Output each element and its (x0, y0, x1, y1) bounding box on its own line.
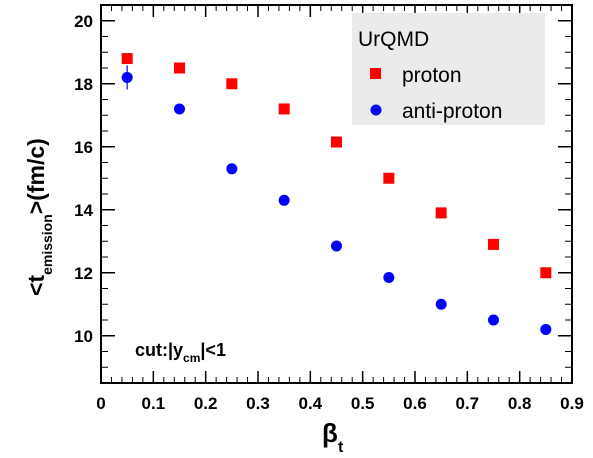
anti-proton-point (278, 194, 290, 206)
legend-label-anti-proton: anti-proton (402, 100, 502, 123)
cut-annotation: cut:|ycm|<1 (135, 340, 226, 365)
anti-proton-point (435, 298, 447, 310)
legend-label-proton: proton (402, 64, 462, 87)
proton-point (488, 238, 499, 250)
anti-proton-point (121, 71, 133, 83)
x-axis-label-sub: t (338, 439, 344, 456)
x-tick-label: 0.5 (351, 394, 375, 413)
x-axis-label-main: β (322, 418, 338, 448)
series-anti-proton (121, 65, 552, 335)
legend: UrQMD proton anti-proton (352, 13, 545, 125)
legend-title: UrQMD (358, 28, 429, 51)
legend-marker-anti-proton (370, 104, 382, 116)
x-tick-label: 0.4 (299, 394, 323, 413)
anti-proton-point (540, 323, 552, 335)
series-proton (121, 53, 552, 279)
y-axis-label: <temission>(fm/c) (23, 138, 55, 296)
y-tick-label: 12 (74, 264, 93, 283)
legend-marker-proton (370, 68, 381, 79)
x-tick-label: 0 (96, 394, 105, 413)
proton-point (540, 267, 552, 279)
proton-point (226, 78, 238, 90)
y-tick-label: 18 (74, 75, 93, 94)
y-tick-label: 16 (74, 138, 93, 157)
anti-proton-point (226, 163, 238, 175)
anti-proton-point (383, 271, 395, 283)
x-tick-labels: 0 0.1 0.2 0.3 0.4 0.5 0.6 0.7 0.8 0.9 (96, 394, 584, 413)
x-tick-label: 0.1 (142, 394, 166, 413)
x-tick-label: 0.3 (246, 394, 270, 413)
legend-box (352, 13, 545, 125)
x-tick-label: 0.8 (508, 394, 532, 413)
anti-proton-point (488, 314, 499, 326)
proton-point (278, 103, 290, 115)
cut-annotation-text: cut:|ycm|<1 (135, 340, 226, 365)
x-tick-label: 0.7 (456, 394, 480, 413)
x-tick-label: 0.9 (560, 394, 584, 413)
axis-ticks (100, 4, 573, 384)
proton-point (331, 136, 342, 148)
y-tick-label: 10 (74, 327, 93, 346)
proton-point (121, 53, 133, 65)
proton-point (435, 207, 447, 219)
anti-proton-point (174, 103, 185, 115)
x-tick-label: 0.6 (403, 394, 427, 413)
y-tick-label: 14 (74, 201, 93, 220)
y-tick-label: 20 (74, 12, 93, 31)
y-tick-labels: 10 12 14 16 18 20 (74, 12, 93, 346)
anti-proton-point (331, 240, 342, 252)
proton-point (174, 62, 185, 74)
y-axis-label-text: <temission>(fm/c) (23, 138, 55, 296)
x-tick-label: 0.2 (194, 394, 218, 413)
proton-point (383, 172, 395, 184)
x-axis-label: β t (322, 418, 344, 456)
